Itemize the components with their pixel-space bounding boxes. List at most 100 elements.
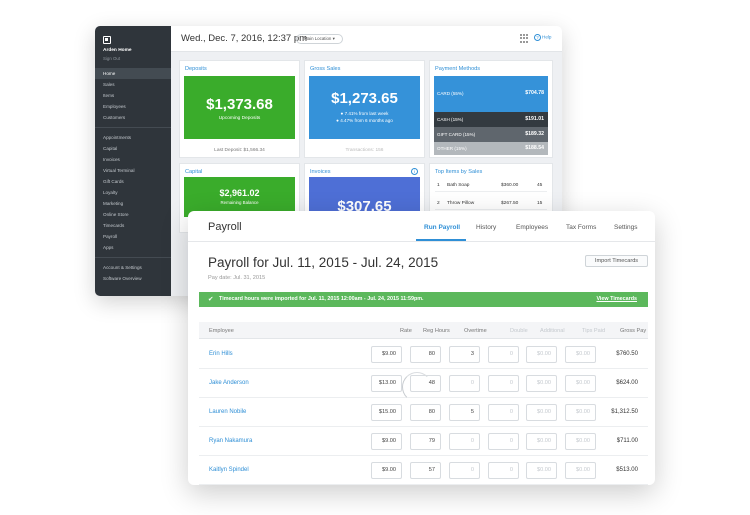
col-double: Double	[510, 328, 528, 334]
additional-input[interactable]: $0.00	[526, 375, 557, 392]
deposits-subtitle: Upcoming Deposits	[218, 116, 261, 121]
sidebar-divider	[95, 257, 171, 258]
double-input[interactable]: 0	[488, 433, 519, 450]
last-deposit: Last Deposit: $1,566.34	[214, 148, 265, 153]
sidebar-item-virtual-terminal[interactable]: Virtual Terminal	[103, 168, 135, 173]
payment-row-other: OTHER (15%) $188.54	[434, 142, 548, 155]
sidebar-item-capital[interactable]: Capital	[103, 146, 118, 151]
sidebar-item-account-settings[interactable]: Account & Settings	[103, 265, 142, 270]
view-timecards-link[interactable]: View Timecards	[596, 296, 637, 302]
sidebar-item-employees[interactable]: Employees	[103, 104, 126, 109]
sidebar-item-home[interactable]: Home	[95, 68, 171, 79]
double-input[interactable]: 0	[488, 375, 519, 392]
gross-sales-tile: $1,273.65 ● 7.41% from last week ● 4.47%…	[309, 76, 420, 139]
reg-hours-input[interactable]: 79	[410, 433, 441, 450]
tab-history[interactable]: History	[476, 224, 497, 231]
deposits-card[interactable]: Deposits $1,373.68 Upcoming Deposits Las…	[179, 60, 300, 158]
table-row: Kaitlyn Spindel $9.00 57 0 0 $0.00 $0.00…	[199, 456, 648, 485]
tips-input[interactable]: $0.00	[565, 404, 596, 421]
tips-input[interactable]: $0.00	[565, 462, 596, 479]
sign-out-link[interactable]: Sign Out	[103, 56, 121, 61]
sidebar-item-loyalty[interactable]: Loyalty	[103, 190, 118, 195]
tab-settings[interactable]: Settings	[614, 224, 638, 231]
invoices-title: Invoices	[310, 169, 331, 175]
employee-name-link[interactable]: Ryan Nakamura	[209, 438, 253, 444]
overtime-input[interactable]: 0	[449, 375, 480, 392]
top-item-row: 2 Throw Pillow $267.50 15	[435, 197, 547, 210]
additional-input[interactable]: $0.00	[526, 346, 557, 363]
gross-pay: $1,312.50	[611, 409, 638, 415]
check-icon: ✔	[208, 296, 214, 303]
additional-input[interactable]: $0.00	[526, 433, 557, 450]
location-select[interactable]: Main Location ▾	[296, 34, 343, 44]
banner-message: Timecard hours were imported for Jul. 11…	[219, 296, 424, 302]
help-link[interactable]: ? Help	[534, 34, 551, 41]
double-input[interactable]: 0	[488, 346, 519, 363]
sidebar-divider	[95, 127, 171, 128]
import-timecards-button[interactable]: Import Timecards	[585, 255, 648, 267]
rate-input[interactable]: $13.00	[371, 375, 402, 392]
pay-date: Pay date: Jul. 31, 2015	[208, 275, 266, 281]
double-input[interactable]: 0	[488, 404, 519, 421]
employee-name-link[interactable]: Lauren Nobile	[209, 409, 247, 415]
additional-input[interactable]: $0.00	[526, 462, 557, 479]
rate-input[interactable]: $9.00	[371, 433, 402, 450]
import-success-banner: ✔ Timecard hours were imported for Jul. …	[199, 292, 648, 307]
gross-sales-title: Gross Sales	[310, 66, 341, 72]
employee-name-link[interactable]: Erin Hills	[209, 351, 233, 357]
tips-input[interactable]: $0.00	[565, 375, 596, 392]
sidebar-item-timecards[interactable]: Timecards	[103, 223, 125, 228]
sidebar-item-items[interactable]: Items	[103, 93, 115, 98]
sidebar-item-apps[interactable]: Apps	[103, 245, 114, 250]
sidebar-item-invoices[interactable]: Invoices	[103, 157, 120, 162]
location-label: Main Location	[304, 36, 332, 41]
gross-pay: $760.50	[616, 351, 638, 357]
tab-tax-forms[interactable]: Tax Forms	[566, 224, 597, 231]
col-reg-hours: Reg Hours	[423, 328, 450, 334]
apps-grid-icon[interactable]	[520, 34, 529, 43]
capital-title: Capital	[185, 169, 203, 175]
overtime-input[interactable]: 5	[449, 404, 480, 421]
payroll-title: Payroll	[208, 221, 242, 233]
tab-employees[interactable]: Employees	[516, 224, 549, 231]
double-input[interactable]: 0	[488, 462, 519, 479]
overtime-input[interactable]: 3	[449, 346, 480, 363]
sidebar-item-software-overview[interactable]: Software Overview	[103, 276, 142, 281]
sidebar-item-sales[interactable]: Sales	[103, 82, 115, 87]
payroll-window: Payroll Run Payroll History Employees Ta…	[188, 211, 655, 485]
reg-hours-input[interactable]: 80	[410, 404, 441, 421]
rate-input[interactable]: $9.00	[371, 346, 402, 363]
invoices-tile: $307.65	[309, 177, 420, 217]
payment-methods-card[interactable]: Payment Methods CARD (55%) $704.78 CASH …	[429, 60, 553, 158]
payment-row-gift-card: GIFT CARD (15%) $189.32	[434, 127, 548, 142]
gross-sales-card[interactable]: Gross Sales $1,273.65 ● 7.41% from last …	[304, 60, 425, 158]
overtime-input[interactable]: 0	[449, 462, 480, 479]
employee-name-link[interactable]: Kaitlyn Spindel	[209, 467, 249, 473]
employee-name-link[interactable]: Jake Anderson	[209, 380, 249, 386]
tab-run-payroll[interactable]: Run Payroll	[424, 224, 461, 231]
gross-sales-change-6mo: ● 4.47% from 6 months ago	[336, 118, 393, 123]
capital-tile: $2,961.02 Remaining Balance	[184, 177, 295, 217]
col-rate: Rate	[400, 328, 412, 334]
sidebar-item-marketing[interactable]: Marketing	[103, 201, 124, 206]
sidebar-item-payroll[interactable]: Payroll	[103, 234, 118, 239]
tips-input[interactable]: $0.00	[565, 346, 596, 363]
square-logo-icon[interactable]	[103, 36, 111, 44]
col-overtime: Overtime	[464, 328, 487, 334]
reg-hours-input[interactable]: 57	[410, 462, 441, 479]
dashboard-header: Wed., Dec. 7, 2016, 12:37 pm Main Locati…	[171, 26, 562, 52]
rate-input[interactable]: $9.00	[371, 462, 402, 479]
reg-hours-input[interactable]: 80	[410, 346, 441, 363]
additional-input[interactable]: $0.00	[526, 404, 557, 421]
sidebar-item-customers[interactable]: Customers	[103, 115, 126, 120]
rate-input[interactable]: $15.00	[371, 404, 402, 421]
gross-pay: $513.00	[616, 467, 638, 473]
sidebar-item-online-store[interactable]: Online Store	[103, 212, 129, 217]
overtime-input[interactable]: 0	[449, 433, 480, 450]
sidebar-item-gift-cards[interactable]: Gift Cards	[103, 179, 124, 184]
deposits-amount: $1,373.68	[206, 96, 273, 113]
capital-subtitle: Remaining Balance	[220, 200, 259, 205]
tips-input[interactable]: $0.00	[565, 433, 596, 450]
sidebar-item-appointments[interactable]: Appointments	[103, 135, 132, 140]
info-icon[interactable]: i	[411, 168, 418, 175]
